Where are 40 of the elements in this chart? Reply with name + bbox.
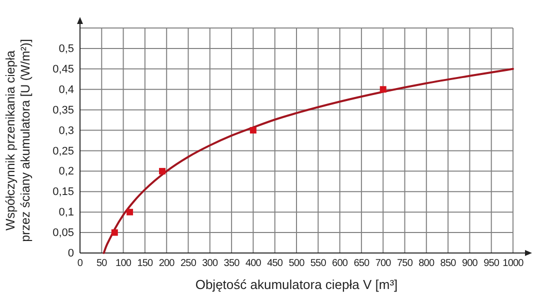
- x-tick-label: 350: [224, 258, 240, 270]
- point: [111, 229, 118, 236]
- y-tick-label: 0,3: [58, 124, 74, 137]
- y-tick-label: 0,15: [52, 186, 74, 198]
- x-tick-label: 900: [462, 258, 478, 270]
- y-tick-label: 0,25: [52, 145, 74, 158]
- y-tick-label: 0,5: [58, 42, 74, 55]
- y-axis-title: Współczynnik przenikania ciepła przez ściany akumulatora [U (W/m²)]: [4, 39, 32, 242]
- point: [250, 127, 256, 134]
- line-series: [102, 68, 514, 254]
- x-tick-label: 100: [116, 258, 132, 270]
- x-tick-label: 550: [310, 258, 327, 270]
- x-tick-label: 500: [288, 258, 306, 270]
- x-tick-label: 50: [96, 258, 108, 270]
- y-tick-label: 0,35: [52, 104, 74, 116]
- x-tick-label: 200: [158, 258, 176, 270]
- y-tick-label: 0,2: [58, 166, 74, 178]
- y-tick-label: 0,45: [52, 63, 74, 76]
- x-tick-label: 850: [440, 258, 457, 270]
- y-tick-label: 0,05: [52, 227, 74, 240]
- x-tick-label: 600: [332, 258, 348, 270]
- point: [380, 86, 386, 93]
- x-tick-label: 400: [245, 258, 262, 270]
- point: [126, 208, 134, 216]
- x-tick-label: 800: [418, 258, 435, 270]
- x-tick-label: 950: [484, 258, 500, 270]
- x-tick-label: 750: [397, 258, 414, 270]
- y-tick-label: 0: [68, 248, 74, 260]
- x-tick-label: 0: [77, 258, 84, 270]
- x-tick-label: 650: [354, 258, 370, 270]
- x-tick-label: 300: [202, 258, 218, 270]
- point: [159, 168, 166, 174]
- x-tick-label: 250: [180, 258, 197, 270]
- x-tick-label: 700: [375, 258, 392, 270]
- x-axis-title: Objętość akumulatora ciepła V [m³]: [195, 277, 398, 292]
- x-tick-label: 450: [267, 258, 284, 270]
- x-tick-label: 150: [137, 258, 154, 270]
- y-tick-label: 0,1: [58, 206, 74, 219]
- y-tick-label: 0,4: [58, 84, 74, 96]
- x-tick-label: 1000: [502, 258, 524, 270]
